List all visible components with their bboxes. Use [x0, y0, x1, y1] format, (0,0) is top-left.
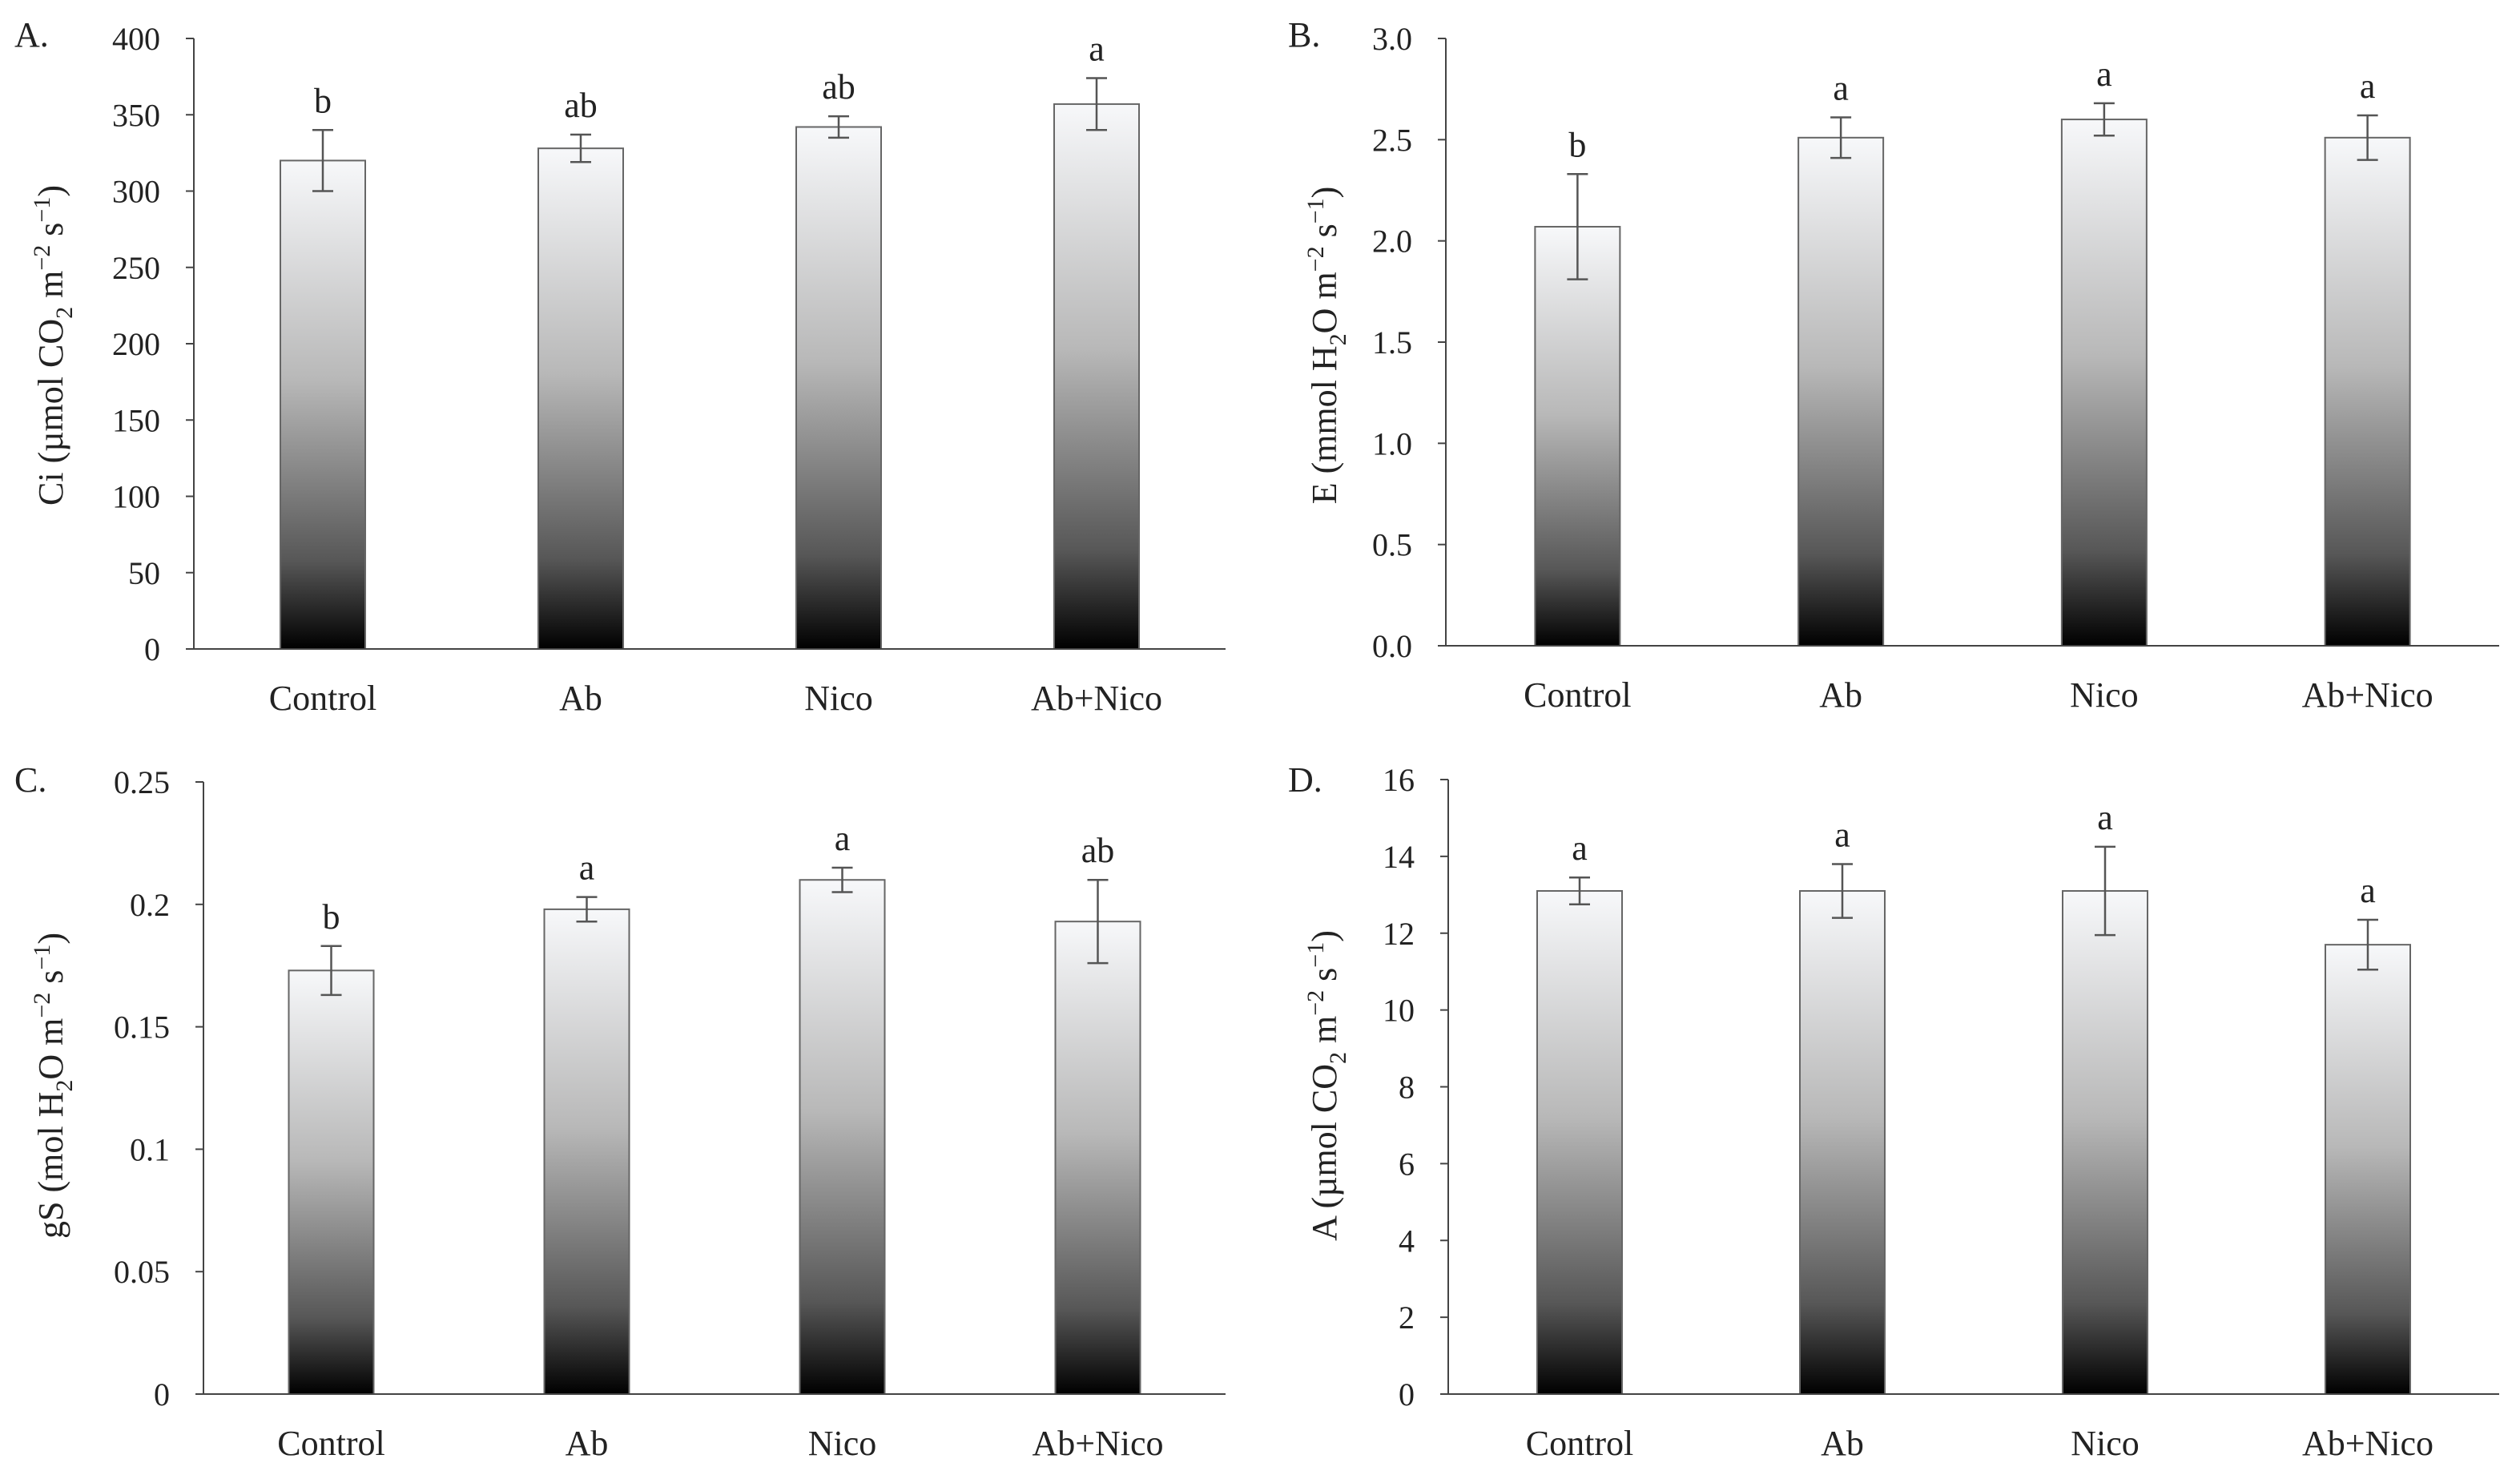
significance-letter: a: [1089, 30, 1105, 69]
y-axis-label: A (µmol CO2 m−2 s−1): [1302, 930, 1351, 1241]
y-tick-label: 1.0: [1372, 425, 1412, 461]
bar: [1534, 225, 1621, 647]
x-tick-label: Ab: [559, 679, 602, 718]
y-tick-label: 250: [112, 250, 160, 286]
x-tick-label: Control: [1524, 675, 1631, 715]
bar: [543, 908, 630, 1395]
y-tick-label: 0.25: [114, 764, 170, 800]
significance-letter: a: [2360, 871, 2376, 910]
significance-letter: a: [579, 848, 595, 888]
significance-letter: b: [323, 897, 340, 937]
bar: [1536, 890, 1623, 1396]
y-tick-label: 350: [112, 97, 160, 133]
x-tick-label: Ab+Nico: [2302, 1424, 2433, 1463]
significance-letter: b: [314, 81, 332, 120]
plot-area: 0 50 100 150 200 250 300 350 400 b Control ab Ab ab Ni…: [112, 21, 1226, 718]
x-tick-label: Ab: [1821, 1424, 1864, 1463]
bar: [2324, 136, 2411, 647]
chart-panel-b: B. 0.0 0.5 1.0 1.5 2.0 2.5 3.0 b Control a Ab a Nico…: [1288, 15, 2499, 715]
y-tick-label: 0.15: [114, 1009, 170, 1046]
bar: [795, 126, 882, 651]
bar: [1799, 890, 1886, 1396]
y-tick-label: 2.5: [1372, 122, 1412, 158]
y-tick-label: 10: [1383, 993, 1415, 1029]
y-axis-label: Ci (µmol CO2 m−2 s−1): [29, 185, 78, 506]
y-tick-label: 0.2: [130, 887, 170, 923]
y-tick-label: 400: [112, 21, 160, 57]
bar: [2060, 119, 2148, 647]
chart-panel-d: D. 0 2 4 6 8 10 12 14 16 a Control a Ab a Nico a Ab+Nico…: [1288, 760, 2499, 1463]
panel-label: A.: [14, 15, 49, 54]
bar: [280, 159, 366, 650]
y-tick-label: 12: [1383, 916, 1415, 952]
y-tick-label: 100: [112, 479, 160, 515]
x-tick-label: Control: [269, 679, 376, 718]
x-tick-label: Ab: [566, 1424, 609, 1463]
y-tick-label: 0.0: [1372, 628, 1412, 664]
significance-letter: a: [2097, 798, 2113, 837]
y-tick-label: 3.0: [1372, 21, 1412, 57]
y-tick-label: 0: [144, 631, 160, 667]
bar: [2325, 944, 2411, 1395]
y-axis-label: gS (mol H2O m−2 s−1): [29, 933, 78, 1239]
y-tick-label: 0: [154, 1376, 170, 1412]
significance-letter: ab: [1081, 831, 1115, 870]
significance-letter: a: [2096, 54, 2112, 94]
x-tick-label: Ab+Nico: [2302, 675, 2433, 715]
significance-letter: ab: [822, 67, 855, 107]
y-tick-label: 4: [1399, 1223, 1415, 1259]
x-tick-label: Control: [1526, 1424, 1633, 1463]
y-tick-label: 0: [1399, 1376, 1415, 1412]
x-tick-label: Control: [277, 1424, 384, 1463]
bar: [537, 147, 624, 651]
y-tick-label: 14: [1383, 839, 1415, 875]
x-tick-label: Nico: [804, 679, 873, 718]
chart-panel-a: A. 0 50 100 150 200 250 300 350 400 b Control ab Ab a…: [14, 15, 1226, 718]
significance-letter: a: [1572, 828, 1588, 868]
y-tick-label: 50: [128, 555, 160, 591]
significance-letter: a: [2360, 66, 2376, 106]
plot-area: 0.0 0.5 1.0 1.5 2.0 2.5 3.0 b Control a Ab a Nico a Ab…: [1372, 21, 2499, 715]
bar: [1054, 921, 1141, 1395]
y-tick-label: 1.5: [1372, 324, 1412, 361]
significance-letter: a: [1833, 69, 1849, 108]
x-tick-label: Ab+Nico: [1032, 1424, 1163, 1463]
significance-letter: a: [1834, 815, 1850, 854]
plot-area: 0 0.05 0.1 0.15 0.2 0.25 b Control a Ab a Nico ab Ab+…: [114, 764, 1226, 1463]
y-tick-label: 2: [1399, 1300, 1415, 1336]
y-axis-label: E (mmol H2O m−2 s−1): [1302, 187, 1351, 505]
bar: [1797, 136, 1885, 647]
bar: [288, 969, 375, 1395]
x-tick-label: Nico: [2071, 1424, 2140, 1463]
x-tick-label: Nico: [2070, 675, 2139, 715]
y-tick-label: 0.05: [114, 1254, 170, 1290]
y-tick-label: 200: [112, 326, 160, 362]
y-tick-label: 16: [1383, 762, 1415, 798]
x-tick-label: Ab+Nico: [1031, 679, 1162, 718]
chart-panel-c: C. 0 0.05 0.1 0.15 0.2 0.25 b Control a Ab a Nico ab…: [14, 760, 1226, 1463]
y-tick-label: 0.1: [130, 1131, 170, 1167]
panel-label: D.: [1288, 760, 1322, 800]
y-tick-label: 8: [1399, 1070, 1415, 1106]
plot-area: 0 2 4 6 8 10 12 14 16 a Control a Ab a Nico a Ab+Nico: [1383, 762, 2499, 1463]
y-tick-label: 150: [112, 402, 160, 438]
y-tick-label: 0.5: [1372, 527, 1412, 563]
y-tick-label: 2.0: [1372, 224, 1412, 260]
panel-label: C.: [14, 760, 46, 800]
bar: [799, 879, 886, 1395]
x-tick-label: Nico: [808, 1424, 877, 1463]
panel-label: B.: [1288, 15, 1320, 54]
significance-letter: a: [835, 819, 851, 858]
x-tick-label: Ab: [1819, 675, 1862, 715]
bar: [2062, 890, 2148, 1396]
bar: [1053, 103, 1140, 651]
significance-letter: ab: [564, 86, 598, 125]
y-tick-label: 300: [112, 174, 160, 210]
significance-letter: b: [1568, 125, 1586, 164]
y-tick-label: 6: [1399, 1146, 1415, 1182]
